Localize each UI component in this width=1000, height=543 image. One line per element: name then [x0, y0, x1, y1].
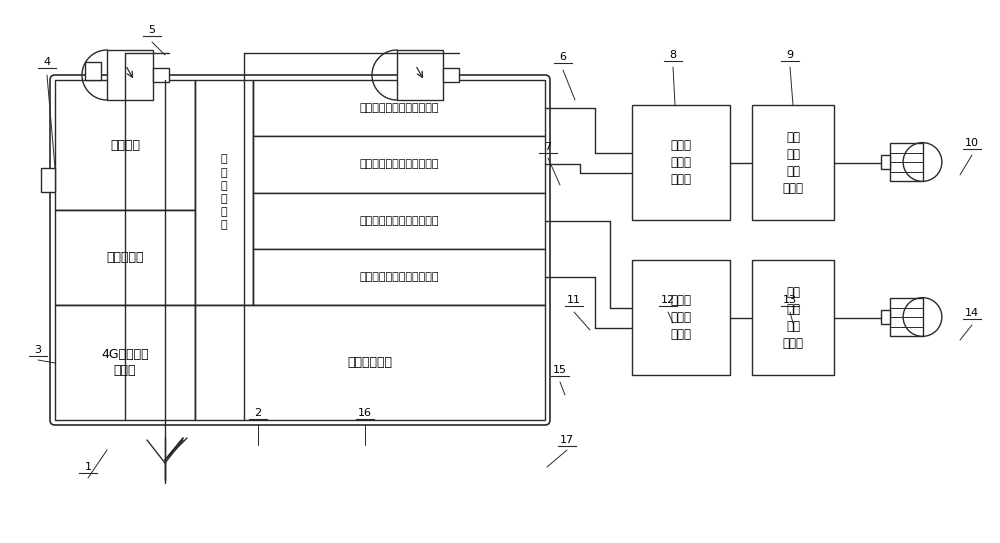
Text: 2: 2	[254, 408, 262, 418]
Text: 16: 16	[358, 408, 372, 418]
Bar	[107, 50, 153, 100]
Text: 6: 6	[560, 52, 566, 62]
Bar	[55, 210, 195, 305]
Text: 垂直正
反电路
控制板: 垂直正 反电路 控制板	[670, 294, 692, 341]
Bar	[55, 80, 195, 210]
Text: 15: 15	[553, 365, 567, 375]
Text: 17: 17	[560, 435, 574, 445]
Bar	[752, 260, 834, 375]
Text: 水平正
反电路
控制板: 水平正 反电路 控制板	[670, 139, 692, 186]
Text: 正水平方位角调整指令接口: 正水平方位角调整指令接口	[359, 103, 439, 113]
Text: 垂直
换向
交流
接触器: 垂直 换向 交流 接触器	[782, 286, 804, 350]
Text: 7: 7	[544, 142, 552, 152]
Bar	[195, 80, 253, 305]
Text: 11: 11	[567, 295, 581, 305]
Text: 反水平方位角调整指令接口: 反水平方位角调整指令接口	[359, 160, 439, 169]
Bar	[890, 298, 922, 336]
Bar	[153, 68, 169, 82]
Bar	[85, 62, 101, 80]
Bar	[253, 80, 545, 136]
Text: 正垂直仰俯角调整指令接口: 正垂直仰俯角调整指令接口	[359, 216, 439, 226]
Text: 14: 14	[965, 308, 979, 318]
Bar	[253, 249, 545, 305]
Text: 5: 5	[148, 25, 156, 35]
Text: 10: 10	[965, 138, 979, 148]
Bar	[632, 105, 730, 220]
Text: 9: 9	[786, 50, 794, 60]
Bar	[41, 168, 55, 192]
Bar	[890, 143, 922, 181]
Bar	[881, 311, 890, 324]
Text: 指
令
生
成
单
元: 指 令 生 成 单 元	[221, 155, 227, 230]
Bar	[253, 193, 545, 249]
Text: 8: 8	[669, 50, 677, 60]
Text: 角度检测单元: 角度检测单元	[348, 356, 392, 369]
Bar	[253, 136, 545, 193]
Text: 13: 13	[783, 295, 797, 305]
Bar	[881, 155, 890, 169]
Bar	[752, 105, 834, 220]
FancyBboxPatch shape	[50, 75, 550, 425]
Bar	[195, 305, 545, 420]
Text: 反垂直仰俯角调整指令接口: 反垂直仰俯角调整指令接口	[359, 272, 439, 282]
Text: 水平
换向
交流
接触器: 水平 换向 交流 接触器	[782, 130, 804, 194]
Text: 4: 4	[43, 57, 51, 67]
Text: 中央处理器: 中央处理器	[106, 251, 144, 264]
Bar	[55, 305, 195, 420]
Text: 3: 3	[34, 345, 42, 355]
Bar	[632, 260, 730, 375]
Text: 1: 1	[84, 462, 92, 472]
Bar	[397, 50, 443, 100]
Text: 12: 12	[661, 295, 675, 305]
Bar	[443, 68, 459, 82]
Text: 4G网络接收
主控台: 4G网络接收 主控台	[101, 348, 149, 377]
Text: 通信模块: 通信模块	[110, 138, 140, 151]
